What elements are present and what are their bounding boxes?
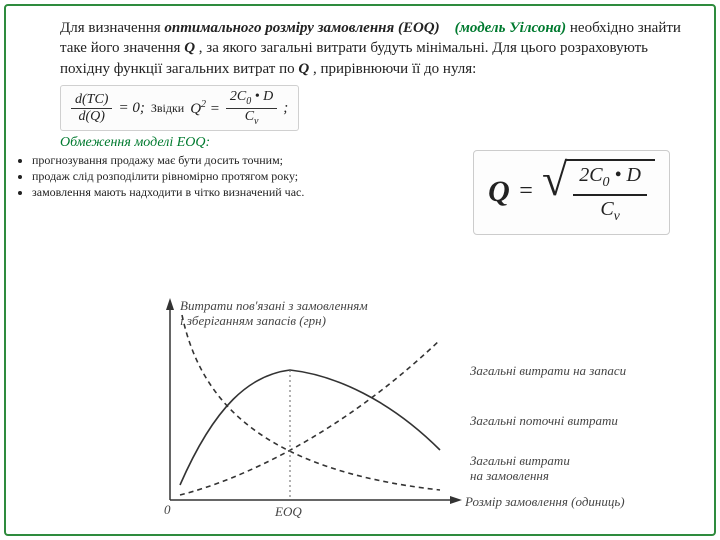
curve-holding <box>180 340 440 495</box>
intro-leadin: Для визначення <box>60 20 164 36</box>
eoq-chart: Витрати пов'язані з замовленням і зберіг… <box>120 290 680 540</box>
chart-ylabel1: Витрати пов'язані з замовленням <box>180 298 368 313</box>
deriv-between: Звідки <box>151 101 184 116</box>
big-eq-num-a: 2C <box>579 164 602 186</box>
constraints-heading: Обмеження моделі EOQ: <box>60 135 710 151</box>
big-eq-num-sub: 0 <box>603 175 610 190</box>
deriv-num: d(TC) <box>71 93 112 109</box>
intro-Q: Q <box>184 40 195 56</box>
intro-wilson-model: (модель Уілсона) <box>455 20 567 36</box>
deriv-fraction: d(TC) d(Q) <box>71 93 112 124</box>
eoq-formula-box: Q = √ 2C0 • D Cv <box>473 150 670 235</box>
label-total: Загальні витрати на запаси <box>470 363 627 378</box>
big-eq-equals: = <box>518 178 534 205</box>
deriv-Q2-base: Q <box>190 101 201 117</box>
deriv-frac2: 2C0 • D Cv <box>226 90 277 127</box>
derivative-row: d(TC) d(Q) = 0; Звідки Q2 = 2C0 • D Cv <box>10 79 710 132</box>
intro-Q2: Q <box>298 61 309 77</box>
chart-eoq-label: EOQ <box>274 504 302 519</box>
deriv-trail: ; <box>283 100 288 117</box>
intro-paragraph: Для визначення оптимального розміру замо… <box>10 10 710 79</box>
deriv-frac2-num: 2C0 • D <box>226 90 277 109</box>
big-eq-fraction: 2C0 • D Cv <box>573 165 647 224</box>
big-eq-num-b: • D <box>610 164 641 186</box>
curve-total <box>180 370 440 485</box>
big-eq-den-a: C <box>600 198 613 220</box>
intro-rest3: , прирівнюючи її до нуля: <box>313 61 476 77</box>
big-eq-den-sub: v <box>614 209 620 224</box>
chart-zero: 0 <box>164 502 171 517</box>
deriv-frac2-den: Cv <box>241 109 263 127</box>
page-content: Для визначення оптимального розміру замо… <box>10 10 710 530</box>
label-order: Загальні витрати <box>470 453 570 468</box>
big-eq-Q: Q <box>488 175 510 209</box>
curve-order <box>182 315 440 490</box>
big-eq-num: 2C0 • D <box>573 165 647 196</box>
sqrt-icon: √ 2C0 • D Cv <box>542 159 655 224</box>
label-order2: на замовлення <box>470 468 549 483</box>
intro-eoq-term: оптимального розміру замовлення (EOQ) <box>164 20 439 36</box>
deriv-eq-zero: = 0; <box>118 100 144 117</box>
deriv-Q2: Q2 = <box>190 99 220 118</box>
chart-ylabel2: і зберіганням запасів (грн) <box>180 313 326 328</box>
big-eq-den: Cv <box>594 196 626 225</box>
chart-axes <box>166 298 462 504</box>
derivative-box: d(TC) d(Q) = 0; Звідки Q2 = 2C0 • D Cv <box>60 85 299 132</box>
deriv-frac2-num-b: • D <box>251 89 273 104</box>
deriv-den: d(Q) <box>75 109 109 124</box>
label-holding: Загальні поточні витрати <box>470 413 618 428</box>
deriv-frac2-den-a: C <box>245 109 254 124</box>
constraints-heading-text: Обмеження моделі EOQ <box>60 135 206 150</box>
chart-xlabel: Розмір замовлення (одиниць) <box>464 494 625 509</box>
deriv-frac2-num-a: 2C <box>230 89 246 104</box>
deriv-Q2-sup: 2 <box>201 99 206 110</box>
deriv-frac2-den-sub: v <box>254 115 258 126</box>
